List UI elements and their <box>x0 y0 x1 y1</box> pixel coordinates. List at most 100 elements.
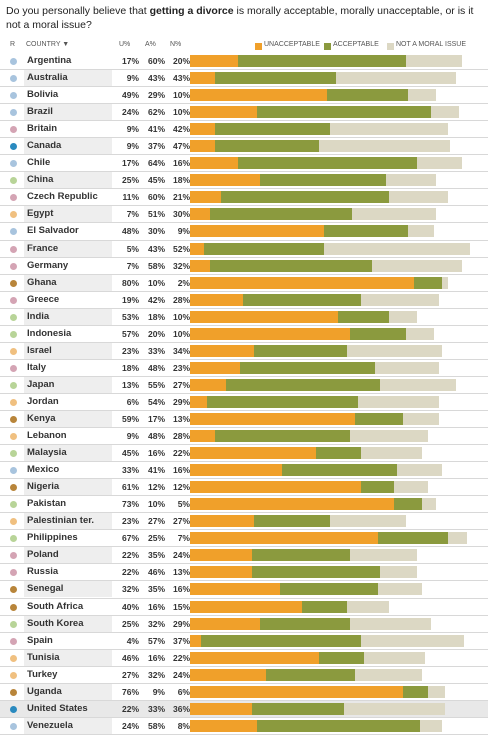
acceptable-bar <box>251 549 350 562</box>
table-row[interactable]: Indonesia 57% 20% 10% <box>0 326 488 343</box>
unacceptable-column-header[interactable]: U% <box>119 41 131 48</box>
country-name: Nigeria <box>27 481 60 493</box>
table-row[interactable]: Australia 9% 43% 43% <box>0 70 488 88</box>
unacceptable-value: 76% <box>121 686 139 697</box>
country-cell: Japan <box>24 376 112 393</box>
table-row[interactable]: Pakistan 73% 10% 5% <box>0 496 488 514</box>
table-row[interactable]: Bolivia 49% 29% 10% <box>0 87 488 105</box>
unacceptable-value: 23% <box>121 345 139 356</box>
country-cell: Uganda <box>24 683 112 700</box>
table-row[interactable]: Poland 22% 35% 24% <box>0 547 488 565</box>
unacceptable-bar <box>190 327 350 340</box>
legend-acceptable[interactable]: ACCEPTABLE <box>333 41 379 48</box>
region-dot <box>10 467 17 475</box>
table-row[interactable]: Czech Republic 11% 60% 21% <box>0 189 488 207</box>
table-row[interactable]: Mexico 33% 41% 16% <box>0 462 488 480</box>
not-moral-bar <box>318 140 451 153</box>
table-row[interactable]: Israel 23% 33% 34% <box>0 342 488 360</box>
table-row[interactable]: Nigeria 61% 12% 12% <box>0 479 488 497</box>
table-row[interactable]: Russia 22% 46% 13% <box>0 564 488 582</box>
region-dot <box>10 722 17 730</box>
table-row[interactable]: Kenya 59% 17% 13% <box>0 410 488 429</box>
country-cell: Russia <box>24 564 112 580</box>
table-row[interactable]: Ghana 80% 10% 2% <box>0 274 488 292</box>
table-row[interactable]: China 25% 45% 18% <box>0 172 488 190</box>
region-dot <box>10 228 17 236</box>
table-row[interactable]: Venezuela 24% 58% 8% <box>0 717 488 735</box>
acceptable-value: 32% <box>147 618 165 629</box>
table-row[interactable]: Tunisia 46% 16% 22% <box>0 649 488 667</box>
table-row[interactable]: South Korea 25% 32% 29% <box>0 615 488 633</box>
unacceptable-bar <box>190 344 255 357</box>
acceptable-value: 25% <box>147 533 165 544</box>
country-cell: Australia <box>24 70 112 87</box>
country-cell: Venezuela <box>24 717 112 734</box>
acceptable-bar <box>243 293 361 306</box>
not-moral-bar <box>408 89 437 102</box>
table-row[interactable]: Malaysia 45% 16% 22% <box>0 445 488 463</box>
not-moral-value: 8% <box>177 720 190 731</box>
table-row[interactable]: Chile 17% 64% 16% <box>0 155 488 173</box>
not-moral-column-header[interactable]: N% <box>170 41 182 48</box>
country-cell: Bolivia <box>24 87 112 103</box>
table-row[interactable]: United States 22% 33% 36% <box>0 700 488 718</box>
unacceptable-value: 24% <box>121 107 139 118</box>
table-row[interactable]: Jordan 6% 54% 29% <box>0 394 488 411</box>
table-row[interactable]: Canada 9% 37% 47% <box>0 138 488 156</box>
acceptable-bar <box>260 617 350 630</box>
acceptable-bar <box>215 72 336 85</box>
not-moral-bar <box>360 634 465 647</box>
table-row[interactable]: Egypt 7% 51% 30% <box>0 206 488 224</box>
acceptable-value: 16% <box>147 652 165 663</box>
table-row[interactable]: Philippines 67% 25% 7% <box>0 530 488 548</box>
region-dot <box>10 109 17 117</box>
table-row[interactable]: Italy 18% 48% 23% <box>0 360 488 377</box>
not-moral-value: 37% <box>172 635 190 646</box>
acceptable-bar <box>220 191 389 204</box>
table-row[interactable]: El Salvador 48% 30% 9% <box>0 223 488 241</box>
region-column-header[interactable]: R <box>10 41 16 48</box>
table-row[interactable]: Japan 13% 55% 27% <box>0 376 488 394</box>
legend-not-moral[interactable]: NOT A MORAL ISSUE <box>396 41 467 48</box>
table-row[interactable]: India 53% 18% 10% <box>0 308 488 326</box>
not-moral-value: 23% <box>172 362 190 373</box>
table-row[interactable]: Senegal 32% 35% 16% <box>0 581 488 599</box>
question-pre: Do you personally believe that <box>6 5 150 17</box>
not-moral-value: 24% <box>172 550 190 561</box>
region-dot <box>10 398 17 406</box>
table-row[interactable]: France 5% 43% 52% <box>0 240 488 258</box>
not-moral-bar <box>324 242 470 255</box>
table-row[interactable]: Britain 9% 41% 42% <box>0 121 488 139</box>
region-dot <box>10 603 17 611</box>
acceptable-value: 42% <box>147 294 165 305</box>
table-row[interactable]: Palestinian ter. 23% 27% 27% <box>0 513 488 531</box>
acceptable-column-header[interactable]: A% <box>145 41 156 48</box>
acceptable-value: 43% <box>147 243 165 254</box>
not-moral-bar <box>346 344 442 357</box>
acceptable-bar <box>394 498 423 511</box>
table-row[interactable]: Turkey 27% 32% 24% <box>0 667 488 684</box>
not-moral-value: 13% <box>172 413 190 424</box>
acceptable-bar <box>355 412 403 425</box>
table-row[interactable]: Germany 7% 58% 32% <box>0 258 488 275</box>
unacceptable-bar <box>190 123 216 136</box>
region-dot <box>10 211 17 219</box>
country-column-header[interactable]: COUNTRY ▼ <box>26 41 70 48</box>
acceptable-value: 58% <box>147 720 165 731</box>
acceptable-value: 60% <box>147 192 165 203</box>
unacceptable-bar <box>190 191 221 204</box>
not-moral-bar <box>355 668 423 681</box>
legend-swatch-not-moral <box>387 43 394 50</box>
table-row[interactable]: Uganda 76% 9% 6% <box>0 683 488 701</box>
table-row[interactable]: Brazil 24% 62% 10% <box>0 104 488 122</box>
table-row[interactable]: Lebanon 9% 48% 28% <box>0 428 488 446</box>
acceptable-bar <box>360 481 395 494</box>
table-row[interactable]: Argentina 17% 60% 20% <box>0 53 488 71</box>
country-cell: Germany <box>24 258 112 274</box>
table-row[interactable]: Spain 4% 57% 37% <box>0 633 488 650</box>
legend-unacceptable[interactable]: UNACCEPTABLE <box>264 41 320 48</box>
table-row[interactable]: Greece 19% 42% 28% <box>0 292 488 309</box>
not-moral-value: 27% <box>172 516 190 527</box>
unacceptable-bar <box>190 242 204 255</box>
table-row[interactable]: South Africa 40% 16% 15% <box>0 599 488 616</box>
